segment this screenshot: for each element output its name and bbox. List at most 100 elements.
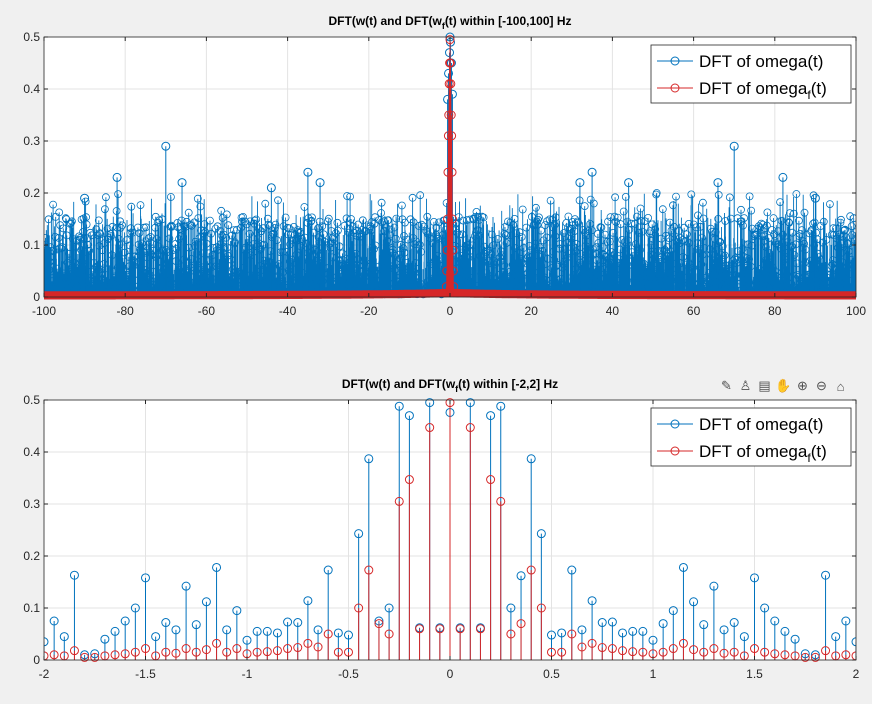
- stem-marker: [191, 620, 201, 630]
- stem-marker: [455, 624, 465, 634]
- y-tick-label: 0.3: [23, 134, 40, 148]
- rotate-icon[interactable]: ▤: [758, 378, 771, 393]
- stem-marker: [689, 597, 699, 607]
- stem-marker: [713, 178, 723, 188]
- stem-marker: [638, 647, 648, 657]
- stem-marker: [567, 629, 577, 639]
- stem-marker: [303, 167, 313, 177]
- stem-marker: [689, 645, 699, 655]
- stem-marker: [486, 475, 496, 485]
- stem-marker: [597, 643, 607, 653]
- stem-marker: [526, 454, 536, 464]
- chart-title: DFT(w(t) and DFT(wf(t) within [-100,100]…: [329, 14, 572, 31]
- stem-marker: [232, 606, 242, 616]
- stem-marker: [821, 570, 831, 580]
- stem-marker: [496, 401, 506, 411]
- datatip-icon[interactable]: ♙: [739, 378, 752, 393]
- stem-marker: [750, 573, 759, 583]
- stem-marker: [536, 603, 546, 613]
- stem-marker: [141, 573, 150, 583]
- brush-icon[interactable]: ✎: [721, 378, 732, 393]
- stem-marks: [44, 398, 856, 662]
- zoom-out-icon[interactable]: ⊖: [816, 378, 827, 393]
- stem-marker: [587, 596, 597, 606]
- x-tick-label: 100: [846, 304, 866, 318]
- x-tick-label: 80: [768, 304, 782, 318]
- legend-marker: [670, 446, 680, 456]
- stem-marker: [44, 651, 49, 661]
- stem-marker: [780, 650, 790, 660]
- stem-marker: [638, 626, 648, 636]
- stem-marker: [577, 642, 587, 652]
- stem-marker: [618, 646, 628, 656]
- stem-marker: [232, 644, 242, 654]
- stem-marker: [709, 644, 719, 654]
- stem-marker: [252, 626, 262, 636]
- y-tick-label: 0: [33, 653, 40, 667]
- stem-marker: [790, 634, 800, 644]
- legend-label: DFT of omegaf(t): [699, 442, 827, 465]
- stem-marker: [201, 597, 211, 607]
- y-tick-label: 0.3: [23, 497, 40, 511]
- y-tick-label: 0.2: [23, 549, 40, 563]
- stem-marker: [445, 398, 455, 408]
- x-tick-label: 2: [853, 667, 860, 681]
- stem-marker: [719, 648, 729, 658]
- stem-marker: [120, 649, 130, 659]
- stem-marker: [699, 647, 709, 657]
- stem-marker: [810, 193, 820, 203]
- x-tick-label: -20: [360, 304, 378, 318]
- stem-marker: [668, 606, 678, 616]
- stem-marker: [577, 625, 587, 635]
- pan-icon[interactable]: ✋: [775, 378, 792, 393]
- red-floor-markers: [44, 288, 856, 300]
- stem-marker: [770, 649, 780, 659]
- stem-marker: [841, 616, 851, 626]
- stem-marker: [384, 629, 394, 639]
- stem-marker: [496, 496, 506, 506]
- zoom-in-icon[interactable]: ⊕: [797, 378, 808, 393]
- stem-marker: [597, 618, 607, 628]
- stem-marker: [112, 172, 122, 182]
- home-icon[interactable]: ⌂: [836, 378, 845, 394]
- x-tick-label: -1: [242, 667, 253, 681]
- y-tick-label: 0.4: [23, 82, 40, 96]
- stem-marks: [44, 32, 856, 300]
- stem-marker: [177, 178, 187, 188]
- x-tick-label: -2: [39, 667, 50, 681]
- stem-marker: [49, 650, 59, 660]
- y-tick-label: 0.4: [23, 445, 40, 459]
- legend: DFT of omega(t) DFT of omegaf(t): [650, 407, 852, 467]
- stem-marker: [780, 626, 790, 636]
- stem-marker: [739, 632, 749, 642]
- stem-marker: [678, 638, 688, 648]
- stem-marker: [262, 626, 272, 636]
- stem-marker: [446, 110, 456, 120]
- stem-marker: [283, 617, 293, 627]
- stem-marker: [851, 637, 856, 647]
- x-tick-label: 1.5: [746, 667, 763, 681]
- stem-marker: [394, 401, 404, 411]
- stem-marker: [587, 638, 597, 648]
- stem-marker: [628, 647, 638, 657]
- stem-marker: [778, 172, 788, 182]
- stem-marker: [313, 625, 323, 635]
- chart-title: DFT(w(t) and DFT(wf(t) within [-2,2] Hz: [342, 377, 558, 394]
- x-tick-label: 40: [606, 304, 620, 318]
- stem-marker: [283, 644, 293, 654]
- x-tick-label: -80: [117, 304, 135, 318]
- x-tick-label: 20: [525, 304, 539, 318]
- stem-marker: [130, 647, 140, 657]
- stem-marker: [69, 570, 79, 580]
- legend-label: DFT of omegaf(t): [699, 79, 827, 102]
- stem-marker: [447, 167, 457, 177]
- stem-marker: [110, 626, 120, 636]
- stem-marker: [760, 647, 770, 657]
- stem-marker: [557, 647, 567, 657]
- stem-marker: [446, 79, 456, 89]
- stem-marker: [333, 647, 343, 657]
- stem-marker: [212, 638, 222, 648]
- stem-marker: [435, 624, 445, 634]
- stem-marker: [344, 630, 353, 640]
- stem-marker: [444, 68, 454, 78]
